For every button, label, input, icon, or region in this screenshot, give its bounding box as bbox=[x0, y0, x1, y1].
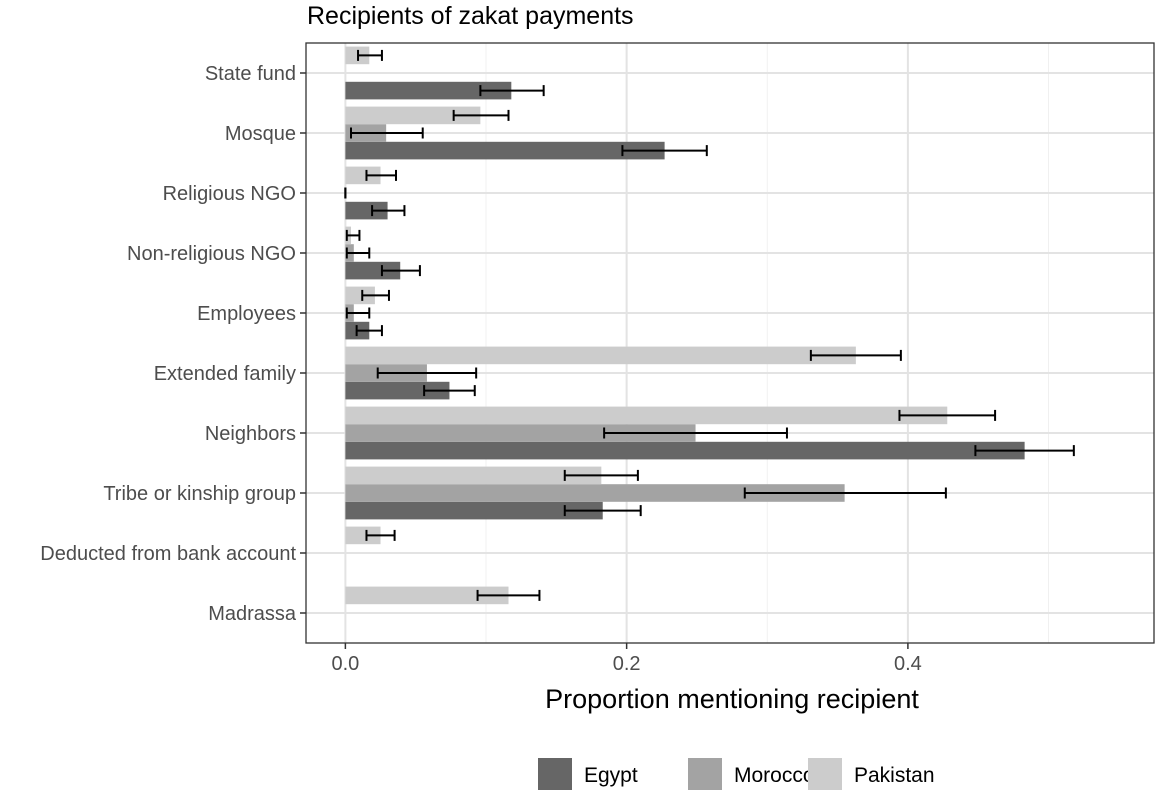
bar-pakistan bbox=[345, 406, 948, 425]
bar-egypt bbox=[345, 81, 512, 100]
bars bbox=[345, 46, 1025, 605]
bar-egypt bbox=[345, 141, 665, 160]
legend-label-egypt: Egypt bbox=[584, 764, 638, 787]
bar-pakistan bbox=[345, 286, 375, 305]
bar-pakistan bbox=[345, 586, 509, 605]
x-tick-label: 0.4 bbox=[894, 653, 922, 675]
y-tick-label: Non-religious NGO bbox=[127, 243, 296, 265]
bar-egypt bbox=[345, 201, 388, 220]
bar-egypt bbox=[345, 441, 1025, 460]
bar-pakistan bbox=[345, 346, 856, 365]
y-tick-label: Mosque bbox=[225, 123, 296, 145]
x-axis: 0.0 0.2 0.4 bbox=[331, 643, 922, 675]
chart-title: Recipients of zakat payments bbox=[307, 2, 634, 30]
legend-swatch-pakistan bbox=[808, 758, 842, 790]
y-tick-label: Madrassa bbox=[208, 603, 297, 625]
bar-morocco bbox=[345, 424, 696, 442]
plot-border bbox=[305, 42, 1155, 644]
y-tick-label: Tribe or kinship group bbox=[103, 483, 296, 505]
x-tick-label: 0.0 bbox=[331, 653, 359, 675]
x-tick-label: 0.2 bbox=[613, 653, 641, 675]
y-tick-label: Religious NGO bbox=[163, 183, 296, 205]
error-bars bbox=[344, 49, 1075, 601]
y-axis: State fund Mosque Religious NGO Non-religio… bbox=[40, 63, 306, 625]
bar-pakistan bbox=[345, 466, 602, 485]
bar-egypt bbox=[345, 501, 603, 520]
y-tick-label: Deducted from bank account bbox=[40, 543, 296, 565]
legend-swatch-morocco bbox=[688, 758, 722, 790]
y-tick-label: Extended family bbox=[154, 363, 296, 385]
bar-pakistan bbox=[345, 166, 381, 185]
bar-pakistan bbox=[345, 106, 481, 125]
bar-pakistan bbox=[345, 526, 381, 545]
legend: Egypt Morocco Pakistan bbox=[538, 758, 935, 790]
legend-label-morocco: Morocco bbox=[734, 764, 815, 787]
bar-egypt bbox=[345, 261, 401, 280]
legend-swatch-egypt bbox=[538, 758, 572, 790]
y-tick-label: Employees bbox=[197, 303, 296, 325]
y-tick-label: State fund bbox=[205, 63, 296, 85]
y-tick-label: Neighbors bbox=[205, 423, 296, 445]
legend-label-pakistan: Pakistan bbox=[854, 764, 935, 787]
x-axis-label: Proportion mentioning recipient bbox=[545, 684, 919, 714]
bar-morocco bbox=[345, 484, 845, 502]
